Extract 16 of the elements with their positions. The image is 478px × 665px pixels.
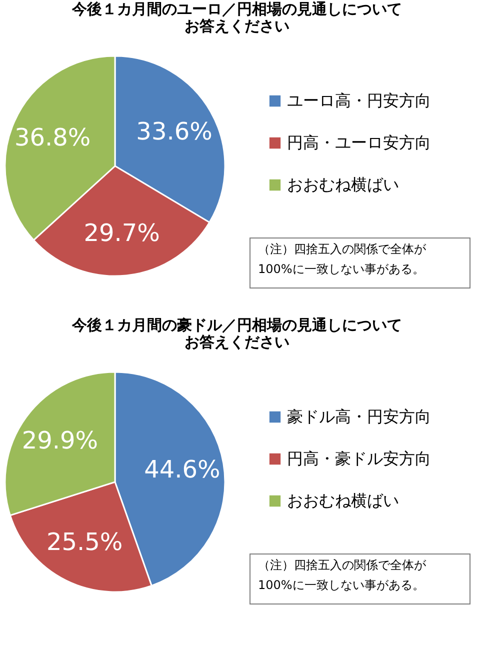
legend-label: おおむね横ばい <box>287 175 399 194</box>
text: （注）四捨五入の関係で全体が 100%に一致しない事がある。 <box>258 558 427 592</box>
legend-label: ユーロ高・円安方向 <box>287 91 431 110</box>
data-label: 29.9% <box>22 426 98 455</box>
text: （注）四捨五入の関係で全体が 100%に一致しない事がある。 <box>258 242 427 276</box>
chart-title: 今後１カ月間のユーロ／円相場の見通しについてお答えください <box>71 0 402 35</box>
legend-label: 豪ドル高・円安方向 <box>287 407 431 426</box>
data-label: 36.8% <box>14 123 91 152</box>
legend-label: おおむね横ばい <box>287 491 399 510</box>
chart-title: 今後１カ月間の豪ドル／円相場の見通しについてお答えください <box>71 316 402 351</box>
data-label: 29.7% <box>84 218 160 247</box>
data-label: 25.5% <box>46 528 123 556</box>
legend-label: 円高・ユーロ安方向 <box>287 133 431 152</box>
data-label: 44.6% <box>144 455 220 484</box>
data-label: 33.6% <box>136 117 212 146</box>
legend-label: 円高・豪ドル安方向 <box>287 449 431 468</box>
